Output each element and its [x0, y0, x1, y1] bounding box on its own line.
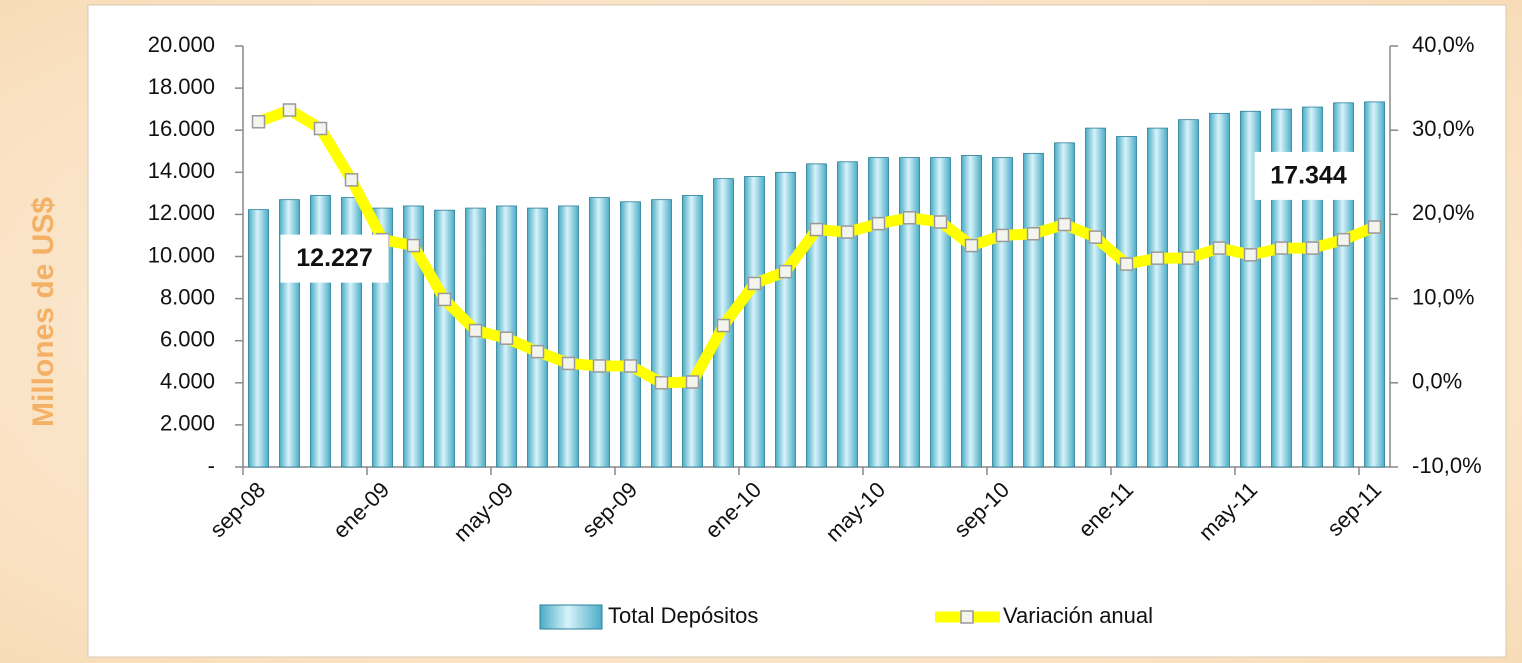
y-tick-label: 10.000	[148, 242, 215, 267]
bar	[1116, 136, 1137, 468]
bar	[1147, 127, 1168, 468]
y-tick-label: 16.000	[148, 116, 215, 141]
line-marker	[1367, 220, 1382, 234]
line-marker	[1119, 257, 1134, 271]
bar	[682, 195, 703, 468]
legend-label: Variación anual	[1003, 603, 1153, 628]
y-tick-label: 8.000	[160, 284, 215, 309]
line-marker	[530, 344, 545, 359]
line-marker	[1274, 241, 1289, 255]
legend-swatch	[539, 604, 603, 630]
y2-tick-label: 10,0%	[1412, 284, 1474, 309]
line-marker	[437, 292, 452, 307]
y-tick-label: 4.000	[160, 369, 215, 394]
line-marker	[282, 103, 297, 117]
legend-swatch	[960, 610, 974, 624]
y2-tick-label: 40,0%	[1412, 32, 1474, 57]
bar	[868, 157, 889, 468]
line-marker	[1057, 217, 1072, 232]
bar	[558, 205, 579, 468]
y2-tick-label: -10,0%	[1412, 453, 1482, 478]
line-marker	[933, 215, 948, 229]
bar	[1178, 119, 1199, 468]
bar	[1023, 152, 1044, 468]
bar	[651, 199, 672, 468]
line-marker	[1150, 251, 1165, 265]
bar	[248, 209, 269, 468]
bar	[1054, 142, 1075, 468]
line-marker	[251, 115, 266, 129]
line-marker	[747, 276, 762, 291]
line-marker	[964, 238, 979, 253]
line-marker	[313, 121, 328, 136]
y-tick-label: 14.000	[148, 158, 215, 183]
plot-frame	[87, 4, 1507, 658]
bar	[589, 197, 610, 468]
line-marker	[561, 356, 576, 371]
line-marker	[871, 216, 886, 231]
line-marker	[1026, 227, 1041, 241]
bar	[403, 205, 424, 468]
data-label: 17.344	[1270, 162, 1347, 190]
line-marker	[623, 359, 638, 373]
line-marker	[1212, 241, 1227, 255]
bar	[775, 171, 796, 468]
bar	[744, 176, 765, 468]
y-axis-label: Millones de US$	[27, 197, 60, 427]
y-tick-label: 6.000	[160, 327, 215, 352]
y-tick-label: -	[208, 453, 215, 478]
y-tick-label: 20.000	[148, 32, 215, 57]
line-marker	[840, 225, 855, 239]
bar	[527, 207, 548, 468]
data-label-box	[280, 234, 389, 283]
bar	[806, 163, 827, 468]
line-marker	[344, 173, 359, 187]
bar	[961, 155, 982, 468]
bar	[837, 161, 858, 468]
line-marker	[995, 228, 1010, 243]
line-marker	[406, 238, 421, 253]
y-tick-label: 18.000	[148, 74, 215, 99]
bar	[992, 157, 1013, 468]
y2-tick-label: 20,0%	[1412, 200, 1474, 225]
y-tick-label: 2.000	[160, 411, 215, 436]
bar	[899, 157, 920, 468]
line-marker	[1243, 248, 1258, 262]
line-marker	[499, 331, 514, 345]
bar	[930, 157, 951, 468]
y-tick-label: 12.000	[148, 200, 215, 225]
bar	[1209, 112, 1230, 468]
bar	[1085, 127, 1106, 468]
line-marker	[468, 323, 483, 338]
y2-tick-label: 0,0%	[1412, 369, 1462, 394]
line-marker	[1088, 230, 1103, 244]
line-marker	[902, 211, 917, 225]
legend-label: Total Depósitos	[608, 603, 758, 628]
line-marker	[654, 376, 669, 390]
line-marker	[685, 375, 700, 389]
line-marker	[716, 318, 731, 333]
bar	[434, 209, 455, 468]
bar	[1240, 110, 1261, 468]
line-marker	[1336, 232, 1351, 247]
data-label: 12.227	[296, 244, 372, 272]
line-marker	[778, 264, 793, 279]
y2-tick-label: 30,0%	[1412, 116, 1474, 141]
line-marker	[1305, 241, 1320, 255]
bar	[620, 201, 641, 468]
bar	[1364, 101, 1385, 468]
data-label-box	[1254, 151, 1363, 200]
line-marker	[809, 222, 824, 237]
line-marker	[592, 359, 607, 373]
line-marker	[1181, 251, 1196, 265]
